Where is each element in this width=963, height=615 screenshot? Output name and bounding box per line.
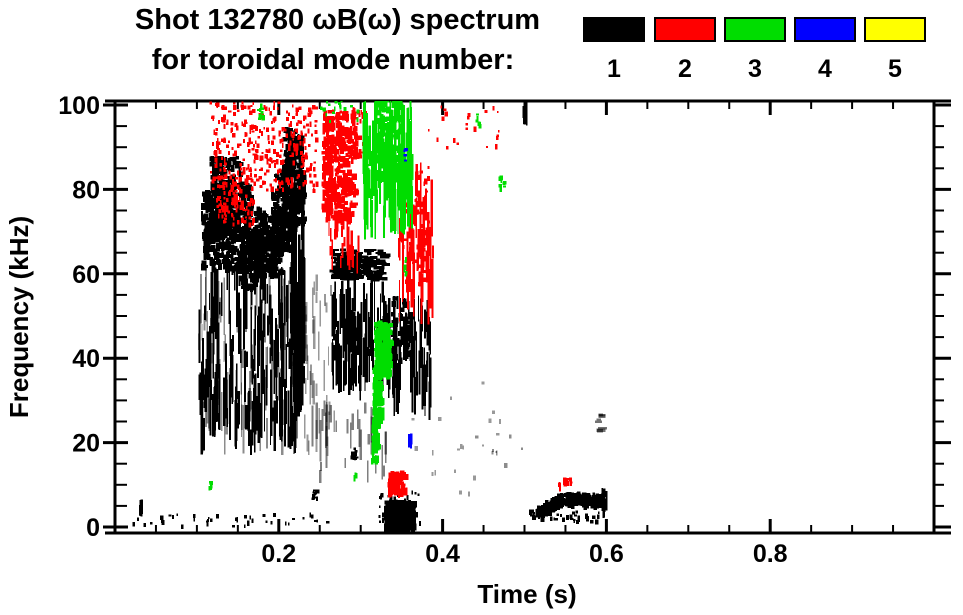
legend-swatch-n5	[864, 17, 926, 42]
y-tick-label-80: 80	[72, 176, 100, 204]
y-tick-label-100: 100	[58, 92, 100, 120]
x-tick-label-0.2: 0.2	[261, 540, 296, 568]
y-tick-label-20: 20	[72, 430, 100, 458]
chart-title-line2: for toroidal mode number:	[151, 44, 515, 76]
x-tick-label-0.8: 0.8	[753, 540, 788, 568]
y-tick-label-40: 40	[72, 345, 100, 373]
legend-label-n1: 1	[607, 55, 621, 83]
axis-ticks	[103, 101, 951, 533]
y-axis-title: Frequency (kHz)	[4, 216, 34, 418]
spectrogram-data	[132, 101, 608, 533]
legend-swatch-n1	[583, 17, 645, 42]
legend-swatch-n3	[724, 17, 786, 42]
x-axis-title: Time (s)	[477, 579, 576, 609]
chart-title-line1: Shot 132780 ωB(ω) spectrum	[134, 4, 541, 36]
legend-label-n3: 3	[748, 55, 762, 83]
y-tick-label-60: 60	[72, 261, 100, 289]
legend-label-n4: 4	[818, 55, 832, 83]
legend-label-n5: 5	[888, 55, 902, 83]
axis-tick-labels: 0.2 0.4 0.6 0.8 0 20 40 60 80 100	[58, 92, 787, 568]
legend-swatch-n4	[794, 17, 856, 42]
x-tick-label-0.4: 0.4	[425, 540, 460, 568]
y-tick-label-0: 0	[86, 514, 100, 542]
x-tick-label-0.6: 0.6	[589, 540, 624, 568]
legend-swatch-n2	[654, 17, 716, 42]
legend-label-n2: 2	[678, 55, 692, 83]
